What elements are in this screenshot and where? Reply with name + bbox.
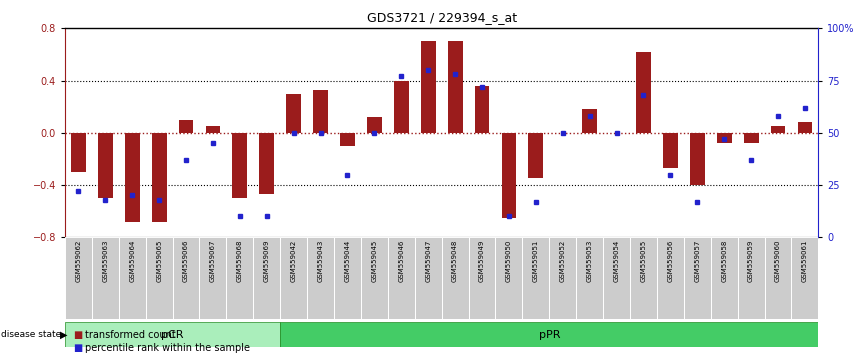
Text: GSM559049: GSM559049	[479, 240, 485, 282]
Text: GSM559068: GSM559068	[237, 240, 242, 282]
Bar	[582, 109, 597, 133]
Bar	[663, 133, 678, 168]
Bar	[771, 126, 785, 133]
Text: pPR: pPR	[539, 330, 560, 339]
Bar	[287, 93, 301, 133]
Bar	[253, 237, 281, 319]
Text: GSM559047: GSM559047	[425, 240, 431, 282]
Text: GSM559048: GSM559048	[452, 240, 458, 282]
Text: GSM559059: GSM559059	[748, 240, 754, 282]
Text: GDS3721 / 229394_s_at: GDS3721 / 229394_s_at	[366, 11, 517, 24]
Text: GSM559054: GSM559054	[614, 240, 619, 282]
Text: transformed count: transformed count	[85, 330, 176, 339]
Text: GSM559061: GSM559061	[802, 240, 808, 282]
Bar	[340, 133, 355, 146]
Bar	[394, 80, 409, 133]
Text: GSM559051: GSM559051	[533, 240, 539, 282]
Text: ▶: ▶	[60, 330, 68, 339]
Bar	[744, 133, 759, 143]
Text: GSM559066: GSM559066	[183, 240, 189, 282]
Text: GSM559064: GSM559064	[129, 240, 135, 282]
Bar	[528, 133, 543, 178]
Bar	[738, 237, 765, 319]
Bar	[475, 86, 489, 133]
Bar	[92, 237, 119, 319]
Bar	[145, 237, 172, 319]
Bar	[765, 237, 792, 319]
Text: GSM559062: GSM559062	[75, 240, 81, 282]
Bar	[792, 237, 818, 319]
Bar	[603, 237, 630, 319]
Bar	[125, 133, 139, 222]
Bar	[307, 237, 334, 319]
Bar	[313, 90, 328, 133]
Bar	[636, 52, 651, 133]
Bar	[65, 322, 281, 347]
Bar	[226, 237, 253, 319]
Bar	[281, 322, 818, 347]
Text: GSM559060: GSM559060	[775, 240, 781, 282]
Text: GSM559058: GSM559058	[721, 240, 727, 282]
Bar	[172, 237, 199, 319]
Bar	[199, 237, 226, 319]
Bar	[388, 237, 415, 319]
Text: GSM559065: GSM559065	[156, 240, 162, 282]
Text: GSM559055: GSM559055	[641, 240, 646, 282]
Bar	[71, 133, 86, 172]
Text: percentile rank within the sample: percentile rank within the sample	[85, 343, 250, 353]
Bar	[65, 237, 92, 319]
Text: GSM559046: GSM559046	[398, 240, 404, 282]
Bar	[334, 237, 361, 319]
Bar	[501, 133, 516, 218]
Bar	[259, 133, 275, 194]
Text: GSM559067: GSM559067	[210, 240, 216, 282]
Bar	[205, 126, 220, 133]
Bar	[119, 237, 145, 319]
Text: GSM559050: GSM559050	[506, 240, 512, 282]
Bar	[522, 237, 549, 319]
Bar	[690, 133, 705, 185]
Bar	[717, 133, 732, 143]
Text: GSM559044: GSM559044	[345, 240, 351, 282]
Bar	[98, 133, 113, 198]
Text: GSM559045: GSM559045	[372, 240, 378, 282]
Text: GSM559042: GSM559042	[291, 240, 297, 282]
Bar	[798, 122, 812, 133]
Bar	[549, 237, 576, 319]
Text: pCR: pCR	[161, 330, 184, 339]
Bar	[495, 237, 522, 319]
Text: GSM559052: GSM559052	[559, 240, 565, 282]
Bar	[469, 237, 495, 319]
Bar	[442, 237, 469, 319]
Text: GSM559069: GSM559069	[264, 240, 269, 282]
Bar	[448, 41, 462, 133]
Text: disease state: disease state	[1, 330, 61, 339]
Text: ■: ■	[74, 343, 83, 353]
Bar	[711, 237, 738, 319]
Bar	[630, 237, 657, 319]
Text: GSM559063: GSM559063	[102, 240, 108, 282]
Bar	[361, 237, 388, 319]
Text: GSM559056: GSM559056	[668, 240, 674, 282]
Bar	[421, 41, 436, 133]
Text: GSM559043: GSM559043	[318, 240, 324, 282]
Bar	[178, 120, 193, 133]
Bar	[684, 237, 711, 319]
Bar	[232, 133, 248, 198]
Bar	[152, 133, 166, 222]
Bar	[415, 237, 442, 319]
Bar	[281, 237, 307, 319]
Bar	[367, 117, 382, 133]
Bar	[657, 237, 684, 319]
Text: ■: ■	[74, 330, 83, 339]
Text: GSM559057: GSM559057	[695, 240, 701, 282]
Bar	[576, 237, 603, 319]
Text: GSM559053: GSM559053	[586, 240, 592, 282]
